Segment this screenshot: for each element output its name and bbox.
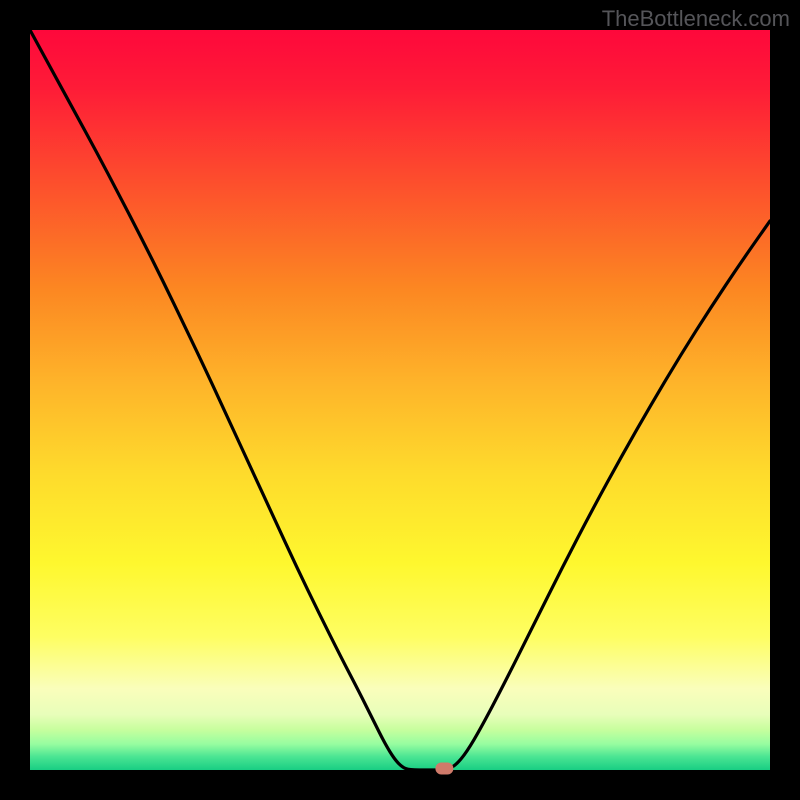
gradient-background (30, 30, 770, 770)
watermark-label: TheBottleneck.com (602, 6, 790, 32)
optimum-marker (435, 763, 453, 775)
chart-container: TheBottleneck.com (0, 0, 800, 800)
bottleneck-chart (0, 0, 800, 800)
